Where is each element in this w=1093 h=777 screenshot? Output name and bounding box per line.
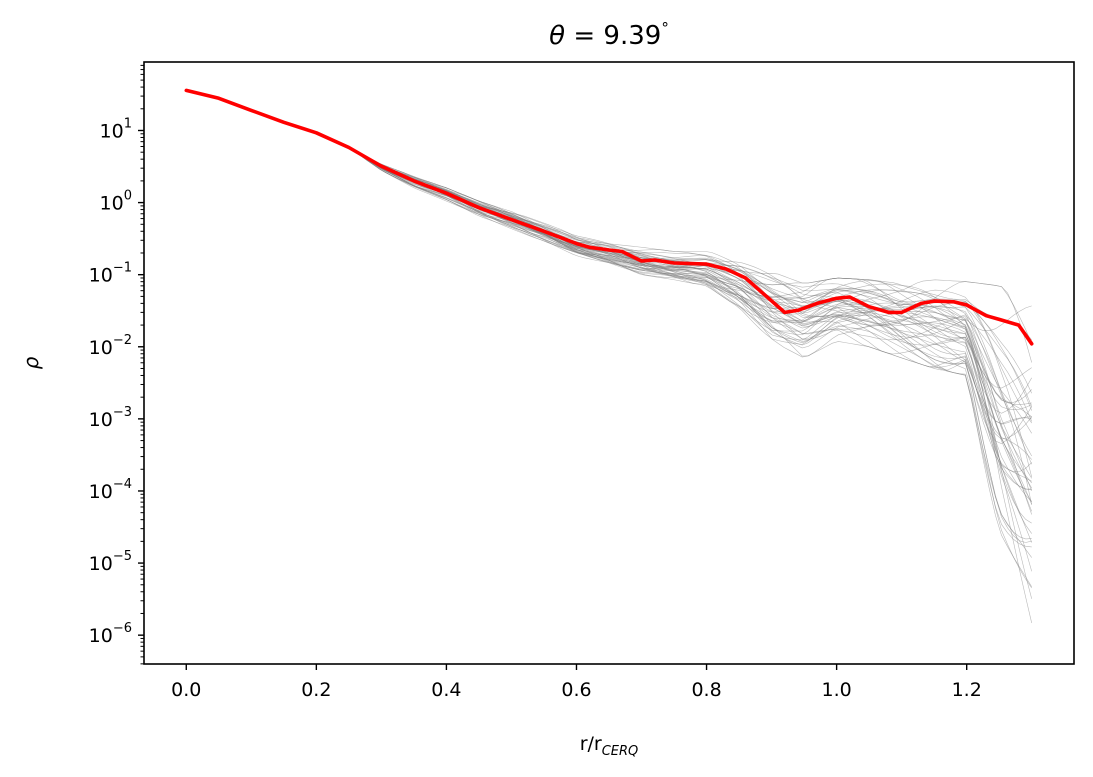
y-tick-label-base: 10 (89, 553, 113, 575)
mean-line (184, 88, 1034, 346)
y-tick-label-base: 10 (100, 120, 124, 142)
x-axis-label-base: r/r (580, 733, 602, 755)
y-axis-label: ρ (19, 356, 43, 369)
y-tick-label-base: 10 (89, 265, 113, 287)
title-value: 9.39 (603, 21, 661, 51)
y-tick-label-base: 10 (100, 193, 124, 215)
y-tick-label-exponent: −3 (113, 405, 132, 420)
x-tick-label: 0.4 (431, 679, 461, 701)
x-tick-label: 0.8 (691, 679, 721, 701)
y-tick-label: 10−3 (89, 405, 132, 431)
y-tick-label: 10−5 (89, 549, 132, 575)
chart-title: θ = 9.39° (549, 19, 669, 51)
y-tick-label-exponent: −1 (113, 261, 132, 276)
y-tick-label-exponent: 0 (124, 189, 132, 204)
y-tick-label: 10−6 (89, 621, 132, 647)
y-tick-label-exponent: −4 (113, 477, 132, 492)
y-tick-label: 10−1 (89, 261, 132, 287)
y-tick-label: 10−2 (89, 333, 132, 359)
y-tick-label-exponent: −2 (113, 333, 132, 348)
x-axis-label-sub: CERQ (602, 744, 639, 759)
y-tick-label-base: 10 (89, 409, 113, 431)
x-tick-label: 1.0 (822, 679, 852, 701)
x-tick-label: 0.6 (561, 679, 591, 701)
x-tick-label: 0.2 (301, 679, 331, 701)
y-tick-label-base: 10 (89, 481, 113, 503)
y-tick-label: 100 (100, 189, 132, 215)
title-symbol: θ (549, 21, 565, 51)
x-axis: 0.0 0.2 0.4 0.6 0.8 1.0 1.2 (171, 664, 982, 701)
x-tick-label: 0.0 (171, 679, 201, 701)
y-tick-label-base: 10 (89, 337, 113, 359)
x-axis-label: r/rCERQ (580, 733, 639, 759)
x-tick-label: 1.2 (952, 679, 982, 701)
y-tick-label-exponent: 1 (124, 116, 132, 131)
y-tick-label-exponent: −6 (113, 621, 132, 636)
mean-line-layer (184, 88, 1034, 346)
y-tick-label-exponent: −5 (113, 549, 132, 564)
title-unit: ° (661, 19, 669, 37)
y-tick-label: 10−4 (89, 477, 132, 503)
title-equals: = (565, 21, 603, 51)
y-tick-label-base: 10 (89, 625, 113, 647)
y-tick-label: 101 (100, 116, 132, 142)
